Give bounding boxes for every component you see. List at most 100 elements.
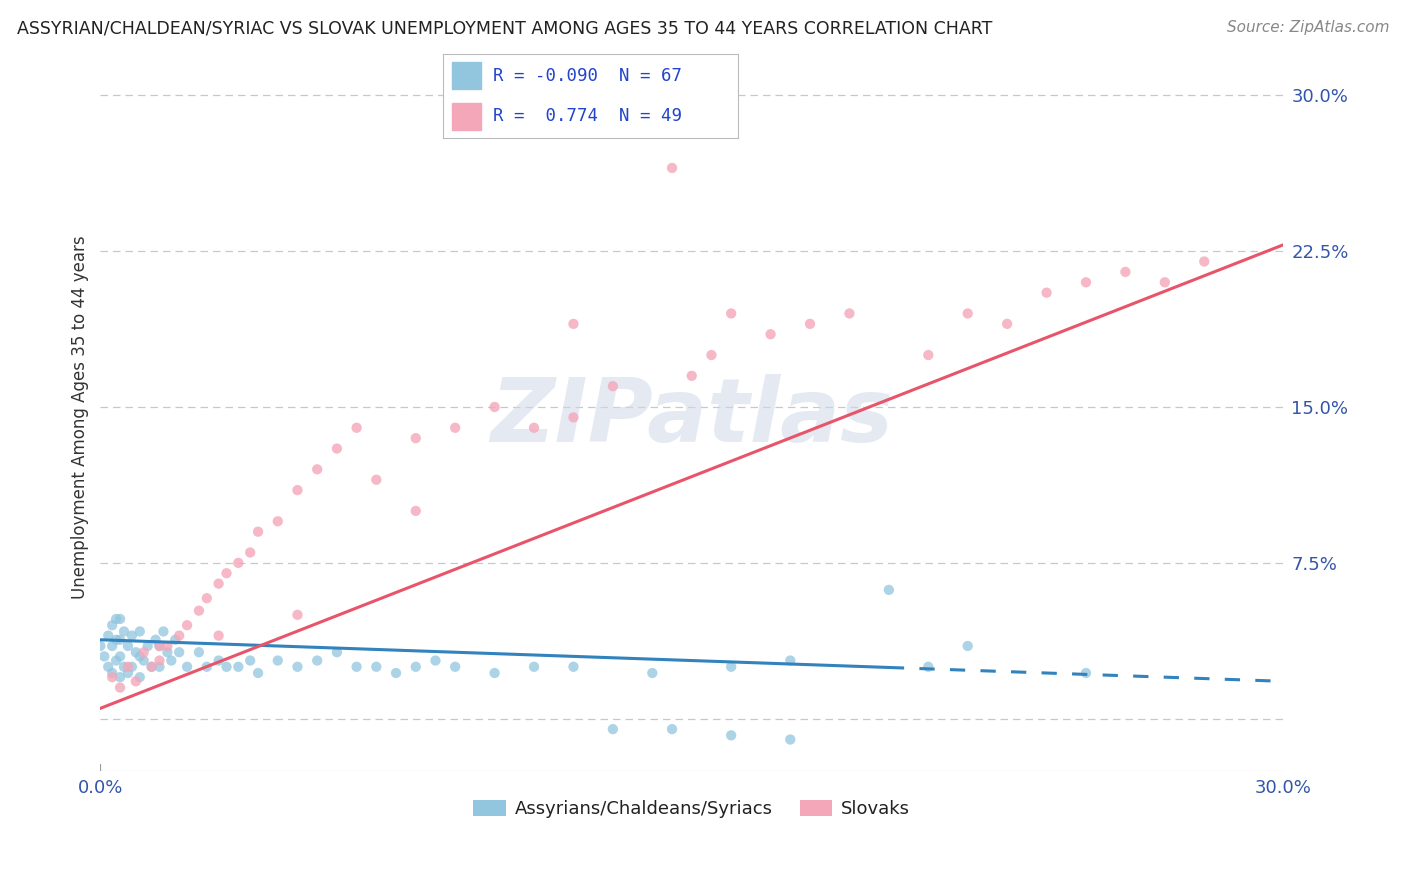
- Point: [108, 632, 131, 647]
- Point: [108, 649, 131, 664]
- Point: [105, 654, 128, 668]
- Text: Source: ZipAtlas.com: Source: ZipAtlas.com: [1226, 20, 1389, 35]
- Point: [877, 582, 900, 597]
- Point: [112, 624, 135, 639]
- Point: [141, 660, 163, 674]
- Point: [101, 670, 124, 684]
- Point: [117, 660, 139, 674]
- Point: [112, 660, 135, 674]
- Point: [523, 660, 546, 674]
- Point: [125, 645, 148, 659]
- Point: [132, 654, 155, 668]
- Point: [287, 607, 309, 622]
- Point: [562, 660, 585, 674]
- Point: [156, 645, 179, 659]
- Point: [917, 660, 939, 674]
- Point: [125, 674, 148, 689]
- Point: [562, 410, 585, 425]
- Point: [661, 722, 683, 736]
- Point: [267, 514, 290, 528]
- Point: [105, 632, 128, 647]
- Point: [385, 665, 408, 680]
- Point: [148, 660, 170, 674]
- Point: [602, 722, 624, 736]
- Point: [267, 654, 290, 668]
- Point: [247, 524, 270, 539]
- Point: [287, 660, 309, 674]
- Point: [1074, 275, 1097, 289]
- Point: [128, 624, 150, 639]
- Point: [779, 654, 801, 668]
- Point: [121, 629, 143, 643]
- Point: [97, 629, 120, 643]
- Point: [156, 639, 179, 653]
- Point: [484, 400, 506, 414]
- Point: [346, 660, 368, 674]
- Point: [141, 660, 163, 674]
- Point: [681, 368, 703, 383]
- Point: [366, 473, 388, 487]
- Point: [195, 660, 218, 674]
- Y-axis label: Unemployment Among Ages 35 to 44 years: Unemployment Among Ages 35 to 44 years: [72, 235, 89, 599]
- Point: [101, 665, 124, 680]
- Point: [148, 639, 170, 653]
- Point: [101, 639, 124, 653]
- Point: [195, 591, 218, 606]
- Point: [108, 612, 131, 626]
- Point: [128, 670, 150, 684]
- Point: [105, 612, 128, 626]
- Point: [838, 306, 860, 320]
- Point: [444, 421, 467, 435]
- Point: [326, 645, 349, 659]
- Point: [207, 629, 229, 643]
- Point: [405, 431, 427, 445]
- Point: [700, 348, 723, 362]
- Point: [108, 681, 131, 695]
- Point: [523, 421, 546, 435]
- Point: [101, 618, 124, 632]
- Point: [602, 379, 624, 393]
- Point: [956, 639, 979, 653]
- Point: [145, 632, 167, 647]
- Point: [132, 645, 155, 659]
- Point: [117, 639, 139, 653]
- Point: [779, 732, 801, 747]
- Bar: [451, 62, 481, 89]
- Point: [187, 645, 209, 659]
- Point: [405, 660, 427, 674]
- Point: [995, 317, 1018, 331]
- Point: [128, 649, 150, 664]
- Point: [207, 576, 229, 591]
- Legend: Assyrians/Chaldeans/Syriacs, Slovaks: Assyrians/Chaldeans/Syriacs, Slovaks: [465, 793, 918, 825]
- Point: [444, 660, 467, 674]
- Point: [228, 556, 250, 570]
- Point: [917, 348, 939, 362]
- Point: [215, 660, 238, 674]
- Point: [799, 317, 821, 331]
- Point: [484, 665, 506, 680]
- Point: [1035, 285, 1057, 300]
- Point: [562, 317, 585, 331]
- Point: [167, 629, 190, 643]
- Point: [148, 654, 170, 668]
- Point: [287, 483, 309, 497]
- Point: [405, 504, 427, 518]
- Point: [176, 618, 198, 632]
- Point: [176, 660, 198, 674]
- Point: [720, 728, 742, 742]
- Point: [366, 660, 388, 674]
- Point: [661, 161, 683, 175]
- Point: [239, 545, 262, 559]
- Point: [121, 660, 143, 674]
- Point: [956, 306, 979, 320]
- Point: [326, 442, 349, 456]
- Point: [239, 654, 262, 668]
- Point: [93, 649, 115, 664]
- Point: [148, 639, 170, 653]
- Point: [97, 660, 120, 674]
- Point: [307, 654, 329, 668]
- Point: [1153, 275, 1175, 289]
- Point: [187, 604, 209, 618]
- Bar: [451, 103, 481, 130]
- Point: [1114, 265, 1136, 279]
